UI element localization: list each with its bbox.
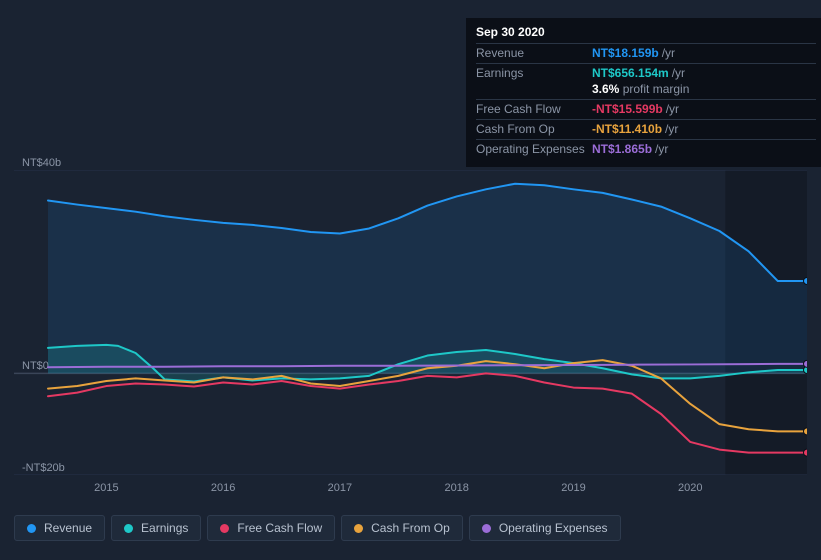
tooltip-row: Free Cash Flow-NT$15.599b/yr: [476, 99, 816, 119]
tooltip-label: Earnings: [476, 65, 592, 99]
legend-label: Operating Expenses: [499, 521, 608, 535]
x-axis-label: 2018: [444, 482, 468, 494]
tooltip-box: Sep 30 2020 RevenueNT$18.159b/yrEarnings…: [466, 18, 821, 167]
tooltip-value: NT$656.154m: [592, 66, 669, 80]
chart-container: Sep 30 2020 RevenueNT$18.159b/yrEarnings…: [0, 0, 821, 560]
legend-dot-icon: [27, 524, 36, 533]
legend-dot-icon: [220, 524, 229, 533]
tooltip-label: Free Cash Flow: [476, 101, 592, 118]
legend: Revenue Earnings Free Cash Flow Cash From O…: [14, 515, 621, 541]
chart-area: NT$40bNT$0-NT$20b 2015201620172018201920…: [14, 150, 807, 500]
y-axis-label: NT$40b: [22, 157, 61, 169]
chart-plot[interactable]: [14, 170, 807, 475]
tooltip-unit: /yr: [665, 122, 678, 136]
legend-dot-icon: [482, 524, 491, 533]
tooltip-label: Revenue: [476, 45, 592, 62]
tooltip-sub: 3.6% profit margin: [592, 82, 689, 96]
tooltip-unit: /yr: [666, 102, 679, 116]
tooltip-row: RevenueNT$18.159b/yr: [476, 43, 816, 63]
tooltip-date: Sep 30 2020: [476, 24, 816, 41]
x-axis-label: 2017: [328, 482, 352, 494]
tooltip-unit: /yr: [672, 66, 685, 80]
legend-item[interactable]: Cash From Op: [341, 515, 463, 541]
legend-item[interactable]: Revenue: [14, 515, 105, 541]
x-axis-label: 2020: [678, 482, 702, 494]
legend-dot-icon: [354, 524, 363, 533]
tooltip-row: Cash From Op-NT$11.410b/yr: [476, 119, 816, 139]
x-axis-label: 2016: [211, 482, 235, 494]
legend-item[interactable]: Operating Expenses: [469, 515, 621, 541]
legend-label: Earnings: [141, 521, 188, 535]
legend-label: Cash From Op: [371, 521, 450, 535]
legend-label: Revenue: [44, 521, 92, 535]
tooltip-label: Cash From Op: [476, 121, 592, 138]
tooltip-value: -NT$15.599b: [592, 102, 663, 116]
tooltip-value: NT$18.159b: [592, 46, 659, 60]
legend-item[interactable]: Free Cash Flow: [207, 515, 335, 541]
tooltip-row: EarningsNT$656.154m/yr 3.6% profit margin: [476, 63, 816, 100]
x-axis-label: 2019: [561, 482, 585, 494]
legend-dot-icon: [124, 524, 133, 533]
tooltip-value: -NT$11.410b: [592, 122, 662, 136]
legend-label: Free Cash Flow: [237, 521, 322, 535]
tooltip-unit: /yr: [662, 46, 675, 60]
legend-item[interactable]: Earnings: [111, 515, 201, 541]
x-axis-label: 2015: [94, 482, 118, 494]
